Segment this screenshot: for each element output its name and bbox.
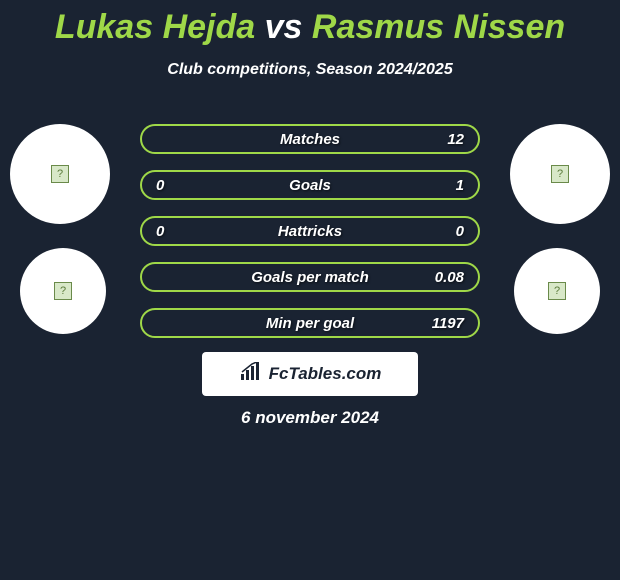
player2-name: Rasmus Nissen xyxy=(312,8,565,46)
stat-left-value: 0 xyxy=(156,223,164,240)
stat-label: Goals per match xyxy=(251,269,369,286)
vs-text: vs xyxy=(265,8,303,46)
fctables-logo: FcTables.com xyxy=(202,352,418,396)
player1-name: Lukas Hejda xyxy=(55,8,255,46)
stat-row: Goals per match 0.08 xyxy=(140,262,480,292)
right-avatars: ? ? xyxy=(510,124,610,358)
image-placeholder-icon: ? xyxy=(51,165,69,183)
stat-right-value: 0 xyxy=(456,223,464,240)
player2-avatar: ? xyxy=(510,124,610,224)
image-placeholder-icon: ? xyxy=(54,282,72,300)
player1-avatar: ? xyxy=(10,124,110,224)
left-avatars: ? ? xyxy=(10,124,110,358)
stat-row: 0 Hattricks 0 xyxy=(140,216,480,246)
stat-label: Matches xyxy=(280,131,340,148)
stat-label: Hattricks xyxy=(278,223,342,240)
stat-label: Min per goal xyxy=(266,315,354,332)
stat-right-value: 12 xyxy=(447,131,464,148)
subtitle: Club competitions, Season 2024/2025 xyxy=(0,61,620,79)
stat-row: Min per goal 1197 xyxy=(140,308,480,338)
chart-icon xyxy=(239,362,263,387)
logo-text: FcTables.com xyxy=(269,364,382,384)
stat-row: 0 Goals 1 xyxy=(140,170,480,200)
image-placeholder-icon: ? xyxy=(551,165,569,183)
stat-left-value: 0 xyxy=(156,177,164,194)
stat-right-value: 1 xyxy=(456,177,464,194)
player2-club-avatar: ? xyxy=(514,248,600,334)
stat-row: Matches 12 xyxy=(140,124,480,154)
image-placeholder-icon: ? xyxy=(548,282,566,300)
date-text: 6 november 2024 xyxy=(241,408,379,428)
stats-container: Matches 12 0 Goals 1 0 Hattricks 0 Goals… xyxy=(140,124,480,354)
player1-club-avatar: ? xyxy=(20,248,106,334)
comparison-title: Lukas Hejda vs Rasmus Nissen xyxy=(0,0,620,47)
stat-label: Goals xyxy=(289,177,331,194)
stat-right-value: 0.08 xyxy=(435,269,464,286)
stat-right-value: 1197 xyxy=(432,315,464,332)
